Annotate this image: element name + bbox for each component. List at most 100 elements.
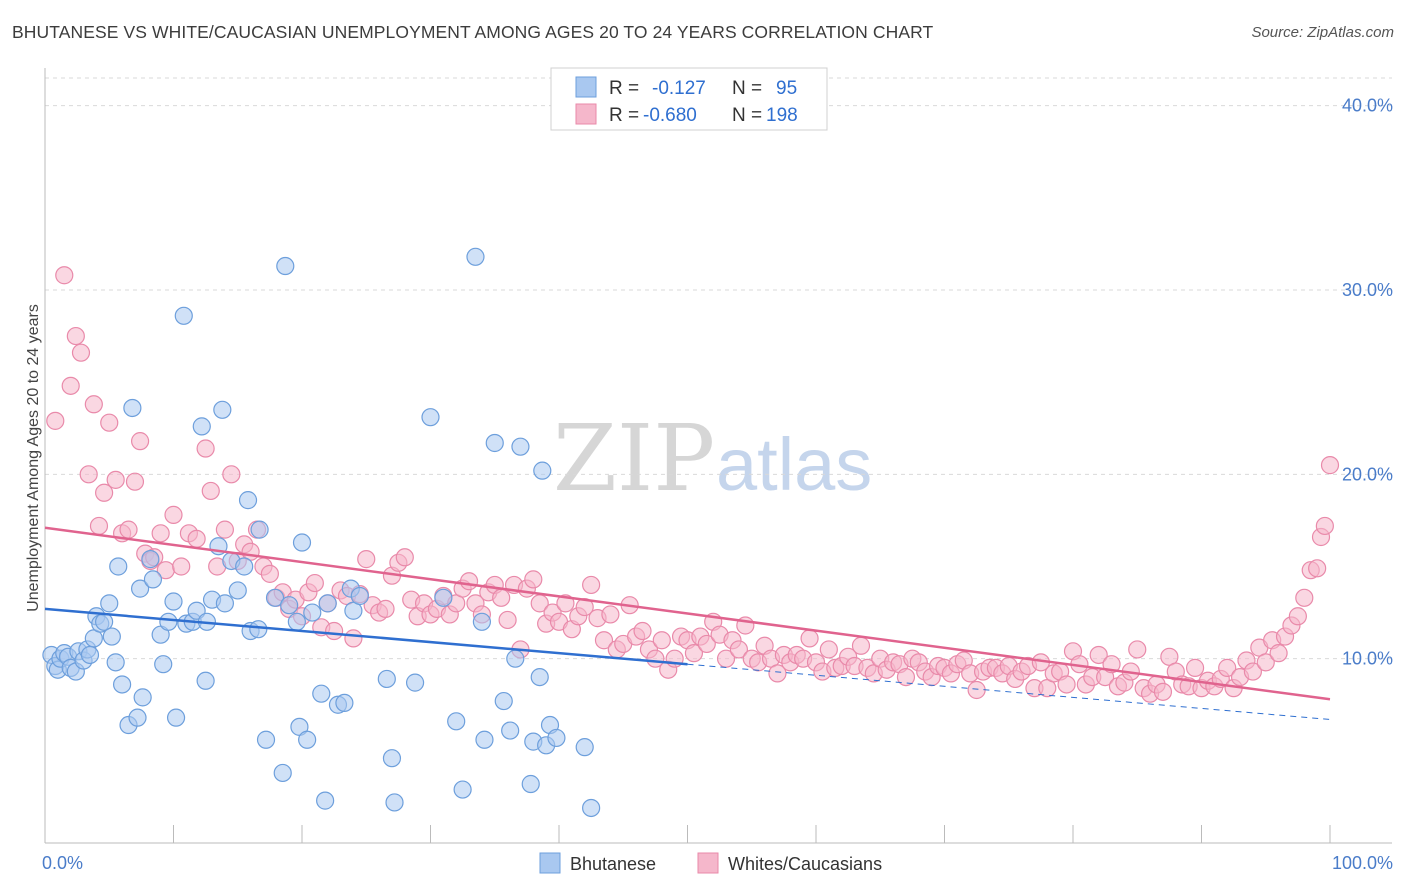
data-point — [71, 343, 91, 362]
data-point — [1256, 653, 1275, 672]
x-tick-label: 100.0% — [1332, 853, 1393, 873]
legend-swatch-pink — [575, 103, 597, 125]
data-point — [575, 738, 594, 757]
y-tick-labels: 10.0% 20.0% 30.0% 40.0% — [1342, 96, 1393, 669]
data-point — [335, 693, 354, 713]
axes — [44, 68, 1392, 844]
y-axis-title: Unemployment Among Ages 20 to 24 years — [25, 304, 42, 612]
data-point — [109, 557, 128, 576]
data-point — [141, 550, 160, 569]
data-point — [325, 621, 344, 641]
data-point — [123, 398, 142, 418]
data-point — [1295, 588, 1314, 607]
data-point — [172, 557, 191, 576]
data-point — [1308, 559, 1327, 578]
data-point — [196, 671, 215, 690]
y-tick-label: 30.0% — [1342, 280, 1393, 300]
data-point — [357, 550, 376, 569]
data-point — [305, 573, 324, 593]
data-point — [106, 470, 125, 489]
bottom-legend: Bhutanese Whites/Caucasians — [539, 852, 882, 874]
data-point — [377, 669, 396, 689]
data-point — [55, 266, 74, 285]
data-point — [556, 594, 575, 613]
y-tick-label: 40.0% — [1342, 96, 1393, 116]
data-point — [80, 645, 100, 665]
data-point — [1185, 658, 1205, 677]
legend-swatch-blue — [575, 76, 597, 98]
data-point — [582, 798, 601, 818]
data-point — [84, 395, 103, 414]
data-point — [434, 588, 453, 607]
data-point — [130, 432, 150, 451]
data-point — [395, 548, 414, 567]
data-point — [1218, 658, 1237, 677]
data-point — [112, 675, 132, 694]
watermark-zip: ZIP — [553, 405, 715, 512]
data-point — [228, 581, 247, 600]
watermark-atlas: atlas — [716, 423, 872, 506]
data-point — [128, 708, 147, 727]
bottom-legend-swatch-pink — [697, 852, 719, 874]
data-point — [287, 612, 306, 631]
data-point — [312, 684, 331, 703]
legend-r-value: -0.680 — [643, 105, 697, 126]
data-point — [89, 516, 109, 536]
data-point — [466, 247, 485, 266]
data-point — [213, 400, 232, 419]
data-point — [472, 612, 491, 631]
legend-r-label: R = — [609, 105, 639, 126]
data-point — [100, 594, 119, 613]
data-point — [1057, 675, 1076, 694]
data-point — [492, 588, 511, 607]
data-point — [1153, 682, 1173, 701]
data-point — [164, 592, 183, 611]
data-point — [1269, 644, 1288, 663]
data-point — [533, 461, 552, 480]
data-point — [652, 631, 671, 650]
bhutanese-trend-extension — [687, 663, 1331, 720]
data-point — [350, 586, 369, 606]
data-point — [201, 481, 220, 501]
chart-title: BHUTANESE VS WHITE/CAUCASIAN UNEMPLOYMEN… — [12, 22, 934, 42]
y-tick-label: 10.0% — [1342, 649, 1393, 669]
data-point — [164, 505, 183, 524]
data-point — [819, 640, 838, 659]
data-point — [582, 575, 601, 595]
bottom-legend-bhutanese: Bhutanese — [570, 854, 656, 874]
data-point — [196, 439, 215, 458]
data-point — [102, 627, 121, 646]
data-point — [273, 763, 292, 783]
data-point — [125, 472, 145, 491]
data-point — [265, 588, 285, 607]
data-point — [143, 570, 163, 589]
data-point — [318, 594, 337, 613]
whites-trend-line — [44, 526, 1331, 701]
trend-lines — [44, 526, 1331, 720]
data-point — [1089, 645, 1108, 665]
data-point — [95, 483, 114, 502]
data-point — [215, 594, 234, 613]
data-point — [119, 520, 138, 539]
data-point — [276, 256, 295, 276]
data-point — [222, 465, 241, 484]
data-point — [46, 411, 65, 430]
data-point — [459, 572, 479, 591]
data-point — [66, 326, 85, 346]
data-point — [498, 610, 517, 630]
data-point — [453, 780, 472, 799]
data-point — [249, 620, 268, 639]
legend-n-value: 95 — [776, 78, 797, 99]
data-point — [530, 667, 549, 687]
data-point — [684, 644, 704, 663]
data-point — [1243, 662, 1263, 681]
data-point — [79, 465, 98, 484]
data-point — [344, 629, 363, 648]
data-point — [601, 605, 620, 624]
legend-n-label: N = — [732, 78, 762, 99]
data-point — [154, 655, 173, 674]
data-point — [1320, 456, 1340, 475]
data-point — [280, 596, 299, 615]
bottom-legend-swatch-blue — [539, 852, 561, 874]
watermark: ZIP atlas — [553, 405, 872, 512]
